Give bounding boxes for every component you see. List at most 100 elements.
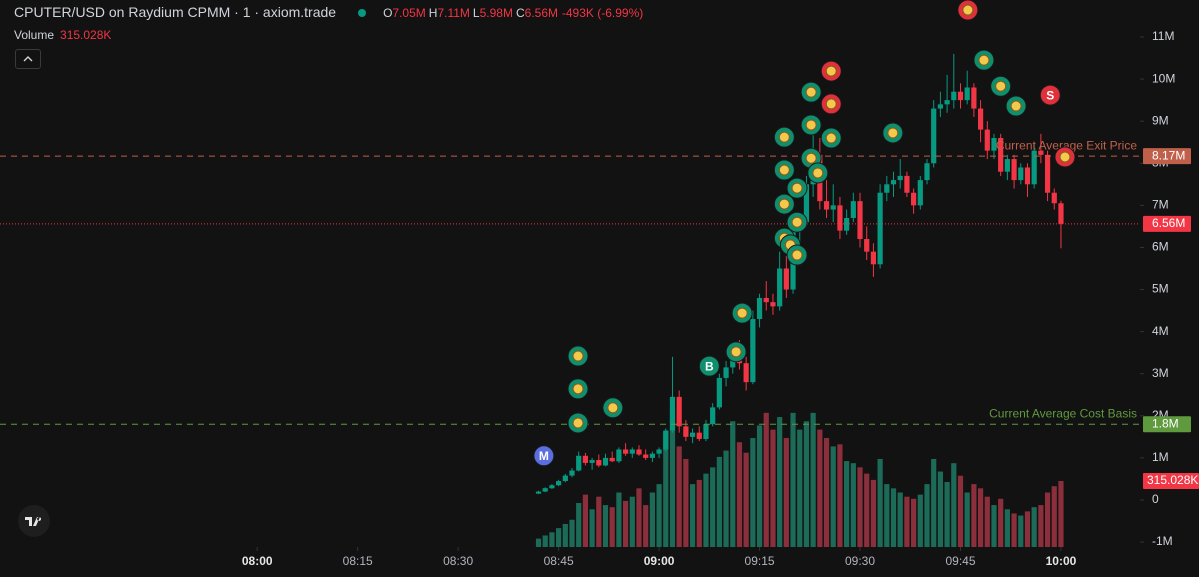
volume-bar [877, 458, 883, 547]
volume-bar [763, 412, 769, 547]
candle-body [1004, 159, 1010, 172]
candle-body [723, 367, 729, 378]
candle-body [917, 180, 923, 206]
trade-marker-icon [962, 4, 974, 16]
trade-marker [698, 355, 720, 377]
trade-marker-icon [572, 417, 584, 429]
volume-bar [1011, 513, 1017, 547]
volume-bar [803, 421, 810, 547]
candle-body [1011, 159, 1017, 181]
volume-bar [977, 488, 984, 547]
price-label-box [1143, 416, 1191, 433]
volume-bar [636, 488, 642, 547]
candle-body [803, 184, 810, 223]
candle-body [890, 180, 897, 185]
candle-body [977, 108, 984, 130]
trade-marker-icon [736, 307, 748, 319]
y-tick-label: 10M [1152, 71, 1175, 85]
candle-body [911, 192, 917, 206]
volume-bar [911, 498, 917, 547]
volume-bar [535, 538, 542, 547]
candle-body [716, 377, 722, 408]
volume-bar [743, 452, 749, 547]
logo-mark [25, 517, 42, 526]
volume-bar [556, 528, 562, 547]
volume-bar [716, 456, 722, 547]
trade-marker-icon [805, 152, 817, 164]
candle-body [924, 163, 930, 181]
x-tick-label: 09:15 [745, 554, 775, 568]
y-tick-label: 6M [1152, 240, 1169, 254]
volume-bar [549, 532, 555, 547]
volume-bar [542, 535, 548, 547]
candle-body [857, 201, 863, 240]
logo[interactable] [18, 505, 50, 537]
trade-marker-icon [791, 182, 803, 194]
candle-body [777, 268, 783, 307]
price-label-box [1143, 148, 1191, 165]
trade-marker-icon [778, 164, 790, 176]
volume-title: Volume [14, 28, 55, 42]
volume-bar [676, 446, 682, 547]
trade-marker-icon [995, 80, 1007, 92]
volume-label-box [1143, 472, 1199, 489]
trade-marker-icon [978, 54, 990, 66]
trade-marker-icon [825, 98, 837, 110]
x-tick-label: 09:30 [845, 554, 875, 568]
candle-body [542, 488, 548, 492]
volume-bar [830, 446, 836, 547]
candle-body [710, 407, 716, 425]
candle-body [756, 297, 763, 319]
legend-key: H [428, 6, 438, 20]
candle-body [629, 449, 635, 454]
chevron [23, 56, 33, 62]
trade-marker-icon [778, 131, 790, 143]
volume-bar [582, 494, 589, 547]
candle-body [669, 396, 676, 431]
price-label: 8.17M [1152, 148, 1185, 162]
trade-marker-icon [805, 119, 817, 131]
volume-bar [870, 479, 877, 547]
volume-bar [629, 496, 635, 547]
candle-body [609, 457, 615, 462]
trade-marker-icon [572, 383, 584, 395]
x-tick-label: 08:15 [343, 554, 373, 568]
volume-bar [1018, 515, 1024, 547]
y-tick-label: 4M [1152, 324, 1169, 338]
collapse-button[interactable] [15, 49, 41, 69]
trade-marker-icon [1010, 100, 1022, 112]
volume-bar [998, 498, 1004, 547]
candle-body [937, 104, 943, 109]
candle-body [750, 318, 756, 383]
volume-bar [750, 438, 756, 547]
volume-bar [683, 458, 689, 547]
trade-marker-icon [607, 402, 619, 414]
volume-bar [730, 421, 736, 547]
volume-bar [944, 482, 950, 547]
volume-bar [609, 507, 615, 547]
trade-marker-icon [778, 198, 790, 210]
candle-body [589, 460, 595, 463]
volume-bar [844, 461, 850, 547]
volume-bar [616, 492, 622, 547]
volume-bar [931, 458, 937, 547]
volume-bar [643, 505, 649, 547]
volume-bar [562, 523, 568, 547]
candle-body [951, 91, 957, 101]
candle-body [944, 100, 950, 105]
candle-body [1031, 150, 1037, 185]
candle-body [850, 201, 856, 218]
candle-body [696, 432, 702, 439]
volume-bar [924, 484, 930, 547]
price-label: 1.8M [1152, 416, 1179, 430]
volume-bar [817, 429, 823, 547]
candle-body [837, 205, 843, 231]
volume-bar [957, 475, 964, 547]
y-tick-label: -1M [1152, 534, 1173, 548]
candle-body [569, 470, 575, 476]
volume-bar [904, 496, 910, 547]
volume-bar [622, 500, 629, 547]
header: CPUTER/USD on Raydium CPMM · 1 · axiom.t… [14, 4, 643, 20]
